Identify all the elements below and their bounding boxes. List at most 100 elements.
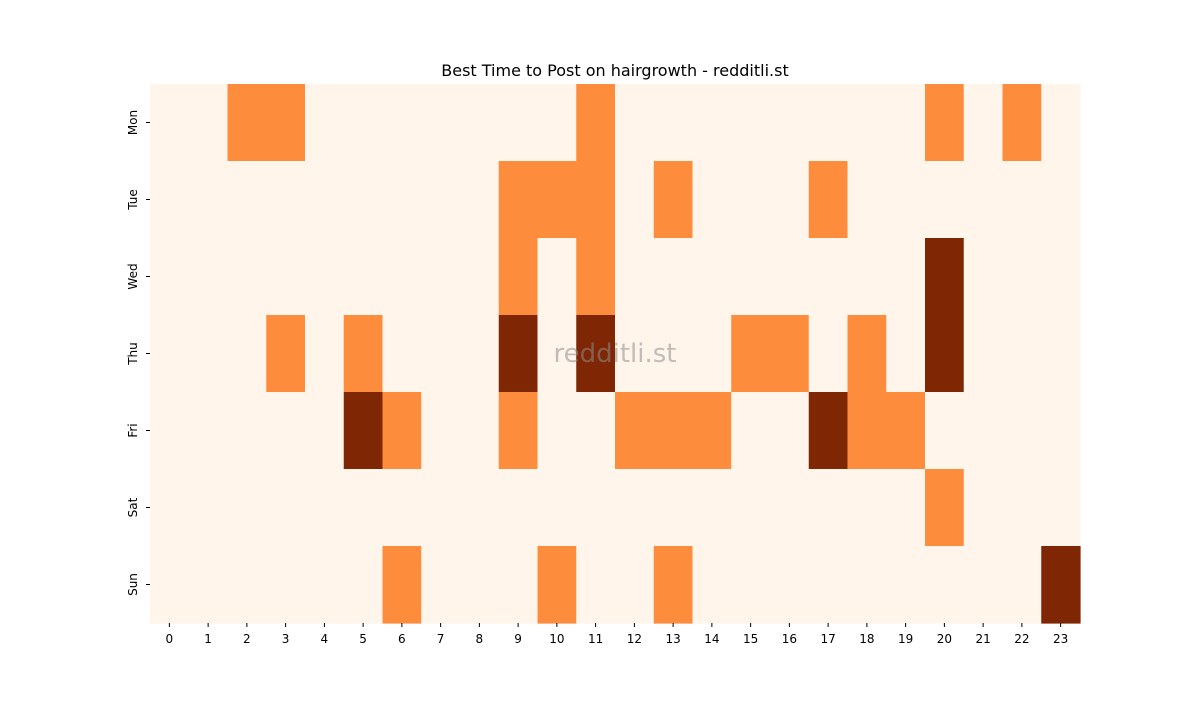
heatmap-cell-sat-5 — [343, 469, 384, 547]
heatmap-cell-sat-15 — [731, 469, 771, 547]
heatmap-cell-sun-19 — [886, 546, 926, 624]
x-tick-label: 15 — [743, 632, 758, 646]
heatmap-cell-sun-13 — [653, 546, 694, 624]
heatmap-cell-thu-18 — [847, 315, 887, 393]
heatmap-cell-wed-10 — [537, 238, 577, 316]
heatmap-cell-tue-16 — [770, 161, 810, 239]
heatmap-cell-tue-1 — [188, 161, 229, 239]
heatmap-cell-fri-19 — [886, 392, 926, 470]
x-tick-label: 17 — [820, 632, 835, 646]
heatmap-cell-sat-19 — [886, 469, 926, 547]
heatmap-cell-fri-17 — [808, 392, 849, 470]
heatmap-cell-tue-12 — [615, 161, 655, 239]
heatmap-cell-wed-1 — [188, 238, 229, 316]
heatmap-cell-fri-23 — [1041, 392, 1081, 470]
heatmap-cell-sun-6 — [382, 546, 422, 624]
heatmap-cell-tue-19 — [886, 161, 926, 239]
heatmap-cell-sun-16 — [770, 546, 810, 624]
heatmap-cell-wed-19 — [886, 238, 926, 316]
heatmap-cell-fri-18 — [847, 392, 887, 470]
heatmap-cell-fri-10 — [537, 392, 577, 470]
heatmap-cell-tue-11 — [576, 161, 616, 239]
heatmap-cell-fri-15 — [731, 392, 771, 470]
heatmap-cell-thu-11 — [576, 315, 616, 393]
x-tick-label: 13 — [665, 632, 680, 646]
heatmap-cell-wed-16 — [770, 238, 810, 316]
x-axis: 0 1 2 3 4 5 6 7 8 9 10 11 12 13 14 15 16 17 18 19 20 21 22 23 — [166, 623, 1068, 646]
x-tick-label: 7 — [437, 632, 445, 646]
heatmap-cell-mon-21 — [963, 84, 1004, 162]
x-tick-label: 19 — [898, 632, 913, 646]
x-tick-label: 11 — [588, 632, 603, 646]
heatmap-cell-fri-7 — [421, 392, 461, 470]
heatmap-cell-wed-3 — [266, 238, 306, 316]
heatmap-cell-wed-15 — [731, 238, 771, 316]
heatmap-cell-sat-6 — [382, 469, 422, 547]
x-tick-label: 22 — [1014, 632, 1029, 646]
heatmap-cell-wed-8 — [460, 238, 500, 316]
chart-title: Best Time to Post on hairgrowth - reddit… — [441, 61, 788, 80]
heatmap-cell-tue-9 — [498, 161, 539, 239]
heatmap-cell-wed-2 — [227, 238, 267, 316]
heatmap-cell-fri-1 — [188, 392, 229, 470]
heatmap-cell-sat-13 — [653, 469, 694, 547]
y-tick-label: Wed — [126, 263, 140, 289]
heatmap-cell-sat-8 — [460, 469, 500, 547]
x-tick-label: 12 — [627, 632, 642, 646]
heatmap-cell-sat-17 — [808, 469, 849, 547]
heatmap-cell-thu-4 — [305, 315, 345, 393]
heatmap-cell-thu-23 — [1041, 315, 1081, 393]
heatmap-cell-thu-1 — [188, 315, 229, 393]
x-tick-label: 8 — [476, 632, 484, 646]
heatmap-cell-sun-0 — [150, 546, 190, 624]
heatmap-cell-wed-5 — [343, 238, 384, 316]
x-tick-label: 20 — [937, 632, 952, 646]
heatmap-cell-sun-23 — [1041, 546, 1081, 624]
heatmap-cell-fri-0 — [150, 392, 190, 470]
heatmap-cell-mon-1 — [188, 84, 229, 162]
heatmap-cell-fri-11 — [576, 392, 616, 470]
heatmap-cell-sun-22 — [1002, 546, 1042, 624]
y-tick-label: Sat — [126, 497, 140, 517]
heatmap-cell-thu-20 — [925, 315, 965, 393]
heatmap-cell-mon-0 — [150, 84, 190, 162]
heatmap-cell-sun-12 — [615, 546, 655, 624]
heatmap-cell-wed-11 — [576, 238, 616, 316]
heatmap-cell-mon-14 — [692, 84, 732, 162]
heatmap-cell-mon-10 — [537, 84, 577, 162]
heatmap-cell-sat-22 — [1002, 469, 1042, 547]
x-tick-label: 2 — [243, 632, 251, 646]
heatmap-cell-wed-22 — [1002, 238, 1042, 316]
x-tick-label: 18 — [859, 632, 874, 646]
heatmap-cell-wed-13 — [653, 238, 694, 316]
x-tick-label: 0 — [166, 632, 174, 646]
x-tick-label: 9 — [514, 632, 522, 646]
heatmap-cell-mon-6 — [382, 84, 422, 162]
heatmap-cell-thu-22 — [1002, 315, 1042, 393]
heatmap-cell-mon-22 — [1002, 84, 1042, 162]
heatmap-cell-mon-5 — [343, 84, 384, 162]
heatmap-cell-sun-7 — [421, 546, 461, 624]
heatmap-cell-sun-3 — [266, 546, 306, 624]
heatmap-cell-wed-23 — [1041, 238, 1081, 316]
heatmap-cell-thu-2 — [227, 315, 267, 393]
heatmap-cell-tue-21 — [963, 161, 1004, 239]
heatmap-cell-thu-13 — [653, 315, 694, 393]
heatmap-cell-tue-7 — [421, 161, 461, 239]
heatmap-cell-thu-21 — [963, 315, 1004, 393]
heatmap-cell-sat-14 — [692, 469, 732, 547]
heatmap-cell-thu-10 — [537, 315, 577, 393]
heatmap-cell-fri-9 — [498, 392, 539, 470]
x-tick-label: 6 — [398, 632, 406, 646]
heatmap-cell-sat-3 — [266, 469, 306, 547]
heatmap-cell-wed-14 — [692, 238, 732, 316]
heatmap-cell-thu-8 — [460, 315, 500, 393]
heatmap-cell-wed-6 — [382, 238, 422, 316]
heatmap-cell-mon-17 — [808, 84, 849, 162]
heatmap-cell-wed-4 — [305, 238, 345, 316]
heatmap-cell-tue-18 — [847, 161, 887, 239]
heatmap-cell-sun-18 — [847, 546, 887, 624]
heatmap-cell-sat-4 — [305, 469, 345, 547]
heatmap-cell-tue-2 — [227, 161, 267, 239]
